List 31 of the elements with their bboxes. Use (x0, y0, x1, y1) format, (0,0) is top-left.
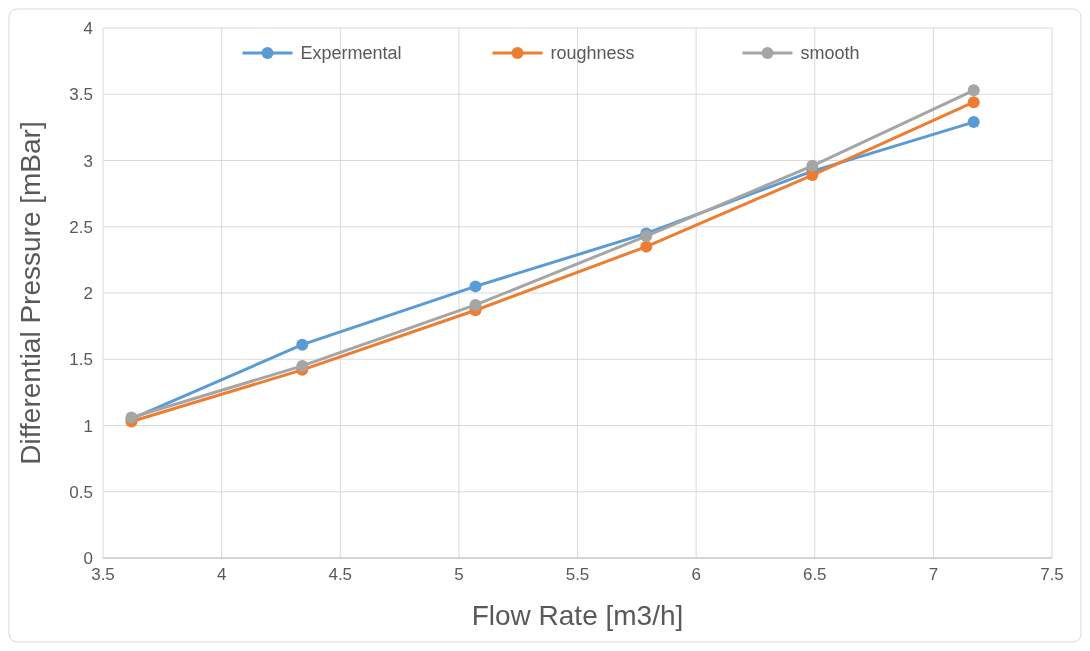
point (967, 96, 980, 109)
x-axis-title: Flow Rate [m3/h] (471, 600, 684, 631)
x-tick-label: 7.5 (1040, 565, 1064, 584)
point (469, 298, 482, 311)
x-tick-label: 4.5 (328, 565, 353, 584)
y-tick-label: 3.5 (69, 85, 93, 105)
y-tick-label: 1.5 (69, 350, 93, 370)
legend-label: Expermental (300, 43, 402, 63)
x-tick-label: 5.5 (565, 565, 590, 584)
y-tick-label: 1 (83, 416, 93, 436)
y-axis-title: Differential Pressure [mBar] (15, 121, 46, 465)
y-tick-label: 3 (83, 151, 93, 171)
x-tick-label: 5 (454, 565, 464, 584)
point (640, 240, 653, 253)
point (296, 338, 309, 351)
point (967, 116, 980, 129)
x-tick-label: 6 (691, 565, 701, 584)
y-tick-label: 2 (83, 284, 93, 303)
y-tick-label: 2.5 (69, 217, 93, 237)
legend-label: smooth (800, 43, 860, 63)
point (296, 359, 309, 372)
x-tick-label: 4 (216, 565, 227, 584)
x-tick-label: 6.5 (802, 565, 827, 584)
point (469, 280, 482, 293)
point (806, 159, 819, 172)
y-tick-label: 0 (83, 549, 93, 568)
y-tick-label: 0.5 (69, 482, 93, 502)
legend-label: roughness (550, 43, 635, 63)
y-tick-label: 4 (83, 19, 93, 38)
x-tick-label: 7 (928, 565, 939, 584)
point (967, 84, 980, 97)
